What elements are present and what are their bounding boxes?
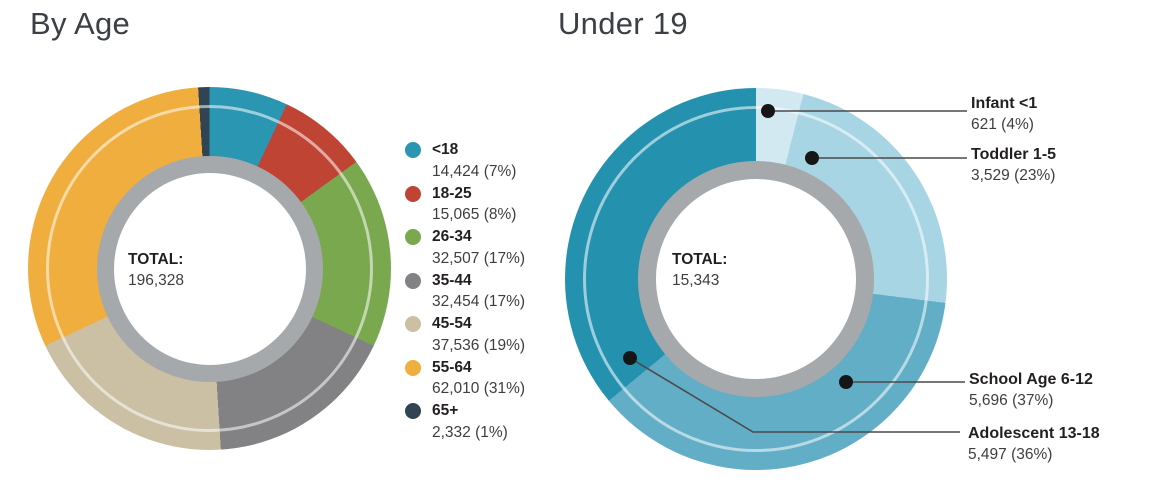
callout-label-value: 5,696 (37%) bbox=[969, 392, 1054, 409]
legend-value: 15,065 (8%) bbox=[432, 206, 517, 223]
legend-swatch bbox=[405, 272, 421, 289]
legend-item: 65+ 2,332 (1%) bbox=[405, 400, 525, 444]
legend-value: 32,507 (17%) bbox=[432, 249, 526, 267]
callout-label-name: Adolescent 13-18 bbox=[968, 425, 1100, 442]
chart-title-by-age: By Age bbox=[30, 6, 131, 41]
legend-swatch bbox=[405, 229, 421, 245]
legend-value: 14,424 (7%) bbox=[432, 162, 517, 180]
callout-label-value: 621 (4%) bbox=[971, 116, 1034, 133]
donut-chart-under-19: TOTAL: 15,343 bbox=[565, 88, 947, 470]
legend-item: 45-54 37,536 (19%) bbox=[405, 313, 525, 357]
legend-item: 18-25 15,065 (8%) bbox=[405, 183, 525, 227]
total-value: 15,343 bbox=[672, 272, 720, 289]
legend-swatch bbox=[405, 185, 421, 202]
legend-label: 35-44 bbox=[432, 271, 472, 289]
callout-label-name: School Age 6-12 bbox=[969, 371, 1093, 388]
callout-label: Infant <1 621 (4%) bbox=[971, 93, 1037, 135]
legend-swatch bbox=[405, 142, 421, 158]
callout-label-name: Toddler 1-5 bbox=[971, 146, 1057, 163]
legend-item: 55-64 62,010 (31%) bbox=[405, 357, 525, 401]
callout-label-value: 3,529 (23%) bbox=[971, 167, 1056, 184]
legend-label: 18-25 bbox=[432, 184, 472, 202]
legend-value: 32,454 (17%) bbox=[432, 293, 526, 310]
total-label: TOTAL: bbox=[672, 251, 728, 268]
legend-value: 62,010 (31%) bbox=[432, 380, 526, 397]
callout-label-name: Infant <1 bbox=[971, 95, 1038, 112]
legend-value: 37,536 (19%) bbox=[432, 336, 526, 354]
legend-swatch bbox=[405, 359, 421, 376]
donut-chart-by-age: TOTAL: 196,328 bbox=[28, 87, 391, 450]
total-label: TOTAL: bbox=[128, 251, 184, 268]
legend-label: 55-64 bbox=[432, 358, 472, 376]
total-value: 196,328 bbox=[128, 272, 185, 289]
legend-item: 26-34 32,507 (17%) bbox=[405, 226, 525, 270]
legend-by-age: <18 14,424 (7%) 18-25 15,065 (8%) 26-34 32,50… bbox=[405, 139, 525, 444]
legend-label: <18 bbox=[432, 141, 459, 158]
legend-label: 65+ bbox=[432, 402, 459, 419]
legend-swatch bbox=[405, 403, 421, 419]
callout-label: Adolescent 13-18 5,497 (36%) bbox=[968, 423, 1100, 465]
callout-label-value: 5,497 (36%) bbox=[968, 446, 1053, 463]
legend-value: 2,332 (1%) bbox=[432, 423, 508, 441]
callout-label: School Age 6-12 5,696 (37%) bbox=[969, 369, 1093, 411]
donut-center-total: TOTAL: 15,343 bbox=[672, 249, 727, 291]
donut-center-total: TOTAL: 196,328 bbox=[128, 249, 184, 291]
legend-label: 26-34 bbox=[432, 228, 472, 245]
legend-item: 35-44 32,454 (17%) bbox=[405, 270, 525, 314]
chart-title-under-19: Under 19 bbox=[558, 6, 688, 41]
legend-swatch bbox=[405, 316, 421, 332]
callout-label: Toddler 1-5 3,529 (23%) bbox=[971, 144, 1056, 186]
legend-item: <18 14,424 (7%) bbox=[405, 139, 525, 183]
legend-label: 45-54 bbox=[432, 315, 472, 332]
